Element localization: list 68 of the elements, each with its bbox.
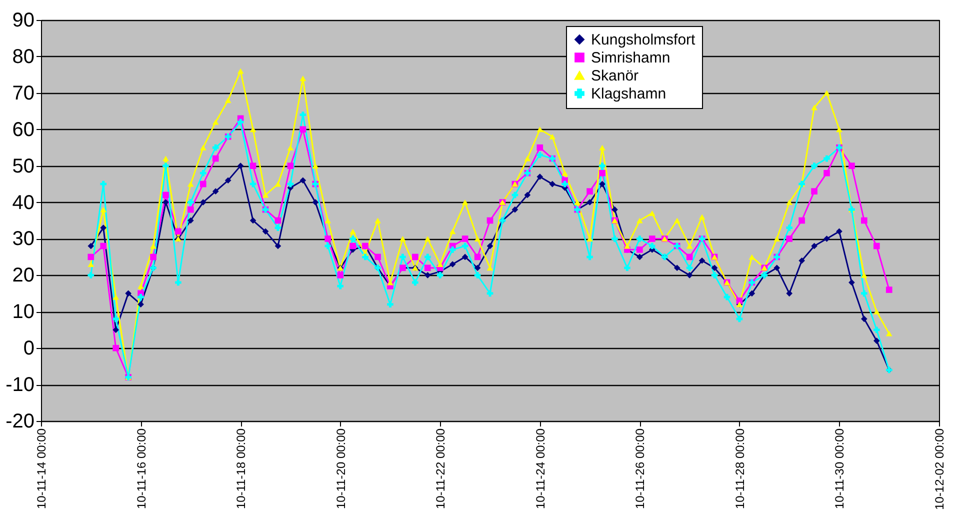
y-tick-label: 30 [12, 228, 34, 250]
y-tick-label: 0 [23, 338, 34, 360]
point [274, 242, 282, 250]
point [250, 217, 256, 224]
x-tick-label: 10-11-22 00:00 [434, 428, 448, 510]
x-tick-label: 10-11-18 00:00 [234, 428, 248, 510]
y-tick-label: 60 [12, 118, 34, 141]
point [512, 206, 518, 213]
point [599, 180, 606, 188]
point [100, 224, 107, 231]
point [612, 206, 618, 213]
point [138, 301, 144, 308]
x-tick-label: 10-11-26 00:00 [633, 428, 648, 510]
point [786, 290, 792, 297]
point [861, 316, 868, 322]
point [300, 177, 306, 184]
point [200, 199, 206, 206]
point [774, 264, 780, 272]
y-tick-label: -10 [6, 374, 34, 396]
x-tick-label: 10-11-16 00:00 [134, 428, 148, 510]
legend-label: Kungsholmsfort [591, 32, 696, 48]
point [424, 272, 431, 278]
y-tick-label: 20 [12, 264, 34, 287]
point [237, 162, 244, 169]
x-tick-label: 10-11-14 00:00 [34, 428, 48, 510]
point [188, 217, 194, 224]
y-tick-label: 10 [12, 301, 34, 324]
point [125, 290, 132, 297]
point [262, 228, 269, 235]
point [524, 192, 531, 198]
point [698, 257, 706, 264]
x-tick-label: 10-11-30 00:00 [832, 428, 847, 510]
y-tick-label: 40 [12, 192, 34, 214]
y-tick-label: 90 [12, 10, 34, 32]
point [836, 228, 842, 235]
point [312, 199, 319, 206]
point [112, 326, 119, 334]
x-tick-label: 10-11-28 00:00 [732, 428, 747, 510]
point [212, 188, 219, 194]
point [873, 338, 880, 344]
point [549, 180, 556, 188]
legend-label: Skanör [591, 68, 639, 84]
point [848, 279, 855, 286]
point [636, 254, 643, 260]
point [536, 174, 544, 180]
point [474, 264, 481, 272]
y-tick-label: -20 [6, 410, 34, 432]
y-tick-label: 70 [12, 82, 34, 104]
point [798, 257, 805, 264]
legend-label: Simrishamn [591, 50, 670, 66]
point [674, 264, 680, 272]
point [586, 199, 593, 206]
x-tick-label: 10-11-20 00:00 [334, 428, 348, 510]
point [748, 290, 756, 297]
point [711, 264, 718, 272]
y-tick-label: 80 [12, 46, 34, 68]
point [824, 236, 830, 242]
point [486, 242, 494, 250]
point [224, 177, 232, 184]
point [88, 242, 94, 250]
y-tick-label: 50 [12, 155, 34, 178]
point [811, 242, 818, 250]
point [449, 261, 456, 268]
point [686, 272, 693, 278]
legend-label: Klagshamn [591, 86, 666, 102]
x-tick-label: 10-12-02 00:00 [932, 428, 946, 510]
x-tick-label: 10-11-24 00:00 [533, 428, 548, 510]
point [462, 254, 468, 260]
